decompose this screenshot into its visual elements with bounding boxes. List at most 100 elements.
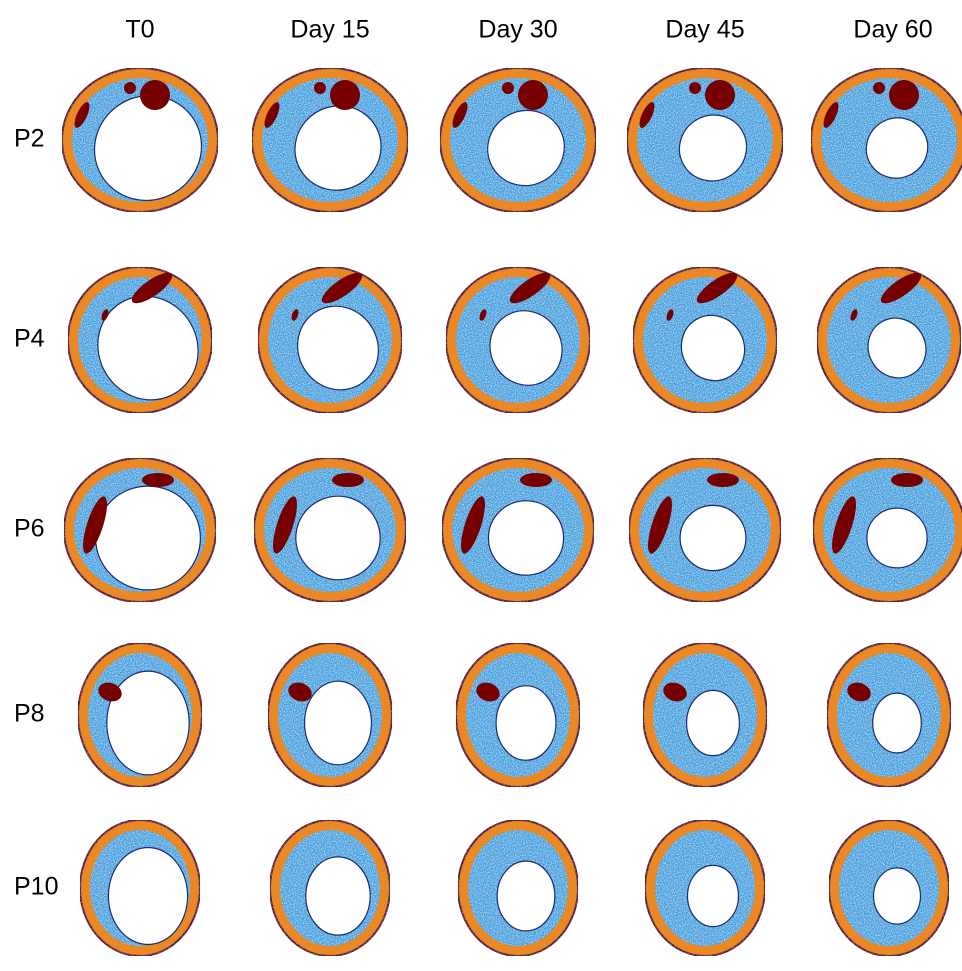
section-image [816, 266, 962, 414]
cavity [94, 485, 202, 591]
cavity [107, 846, 189, 946]
row-label: P6 [14, 515, 45, 543]
dark-region [663, 682, 687, 702]
section-image [441, 457, 595, 603]
cavity [867, 317, 927, 379]
cavity [872, 867, 922, 925]
dark-region [101, 309, 109, 321]
cavity [106, 670, 190, 776]
dark-region [452, 102, 468, 128]
cavity [685, 689, 741, 757]
section-image [267, 642, 393, 788]
dark-region [648, 496, 672, 554]
cavity [295, 495, 381, 581]
cavity [487, 500, 565, 576]
column-header: Day 30 [478, 16, 557, 44]
dark-region [639, 102, 655, 128]
section-image [61, 67, 219, 213]
section-image [642, 642, 768, 788]
dark-region [666, 309, 674, 321]
dark-region [889, 80, 919, 110]
section-image [644, 819, 766, 957]
section-image [826, 642, 952, 788]
dark-region [291, 309, 299, 321]
section-image [439, 67, 597, 213]
section-image [79, 819, 201, 957]
cavity [496, 860, 556, 932]
dark-region [891, 473, 923, 487]
dark-region [140, 80, 170, 110]
section-image [810, 67, 962, 213]
section-image [67, 266, 213, 414]
dark-region [273, 496, 297, 554]
row-label: P10 [14, 873, 58, 901]
dark-region [479, 309, 487, 321]
column-header: Day 15 [290, 16, 369, 44]
dark-region [823, 102, 839, 128]
dark-region [288, 682, 312, 702]
dark-region [124, 82, 136, 94]
dark-region [518, 80, 548, 110]
dark-region [83, 496, 107, 554]
section-image [253, 457, 407, 603]
cavity [678, 114, 748, 182]
cavity [680, 314, 746, 382]
cavity [489, 310, 563, 386]
column-header: T0 [125, 16, 154, 44]
section-image [77, 642, 203, 788]
row-label: P4 [14, 325, 45, 353]
dark-region [850, 309, 858, 321]
dark-region [832, 496, 856, 554]
dark-region [98, 682, 122, 702]
dark-region [502, 82, 514, 94]
dark-region [131, 272, 173, 304]
section-image [445, 266, 591, 414]
cavity [487, 109, 565, 187]
cavity [495, 685, 557, 761]
dark-region [461, 496, 485, 554]
dark-region [264, 102, 280, 128]
section-image [628, 457, 782, 603]
dark-region [689, 82, 701, 94]
row-label: P2 [14, 125, 45, 153]
section-image [632, 266, 778, 414]
cavity [865, 117, 929, 179]
dark-region [314, 82, 326, 94]
cavity [305, 856, 371, 936]
cavity [686, 864, 740, 928]
section-image [269, 819, 391, 957]
dark-region [332, 473, 364, 487]
dark-region [847, 682, 871, 702]
dark-region [873, 82, 885, 94]
column-header: Day 60 [853, 16, 932, 44]
section-image [455, 642, 581, 788]
section-image [251, 67, 409, 213]
cavity [866, 507, 928, 569]
dark-region [330, 80, 360, 110]
cavity [93, 94, 203, 202]
row-label: P8 [14, 700, 45, 728]
dark-region [880, 272, 922, 304]
dark-region [705, 80, 735, 110]
dark-region [476, 682, 500, 702]
cavity [97, 295, 199, 401]
section-image [63, 457, 217, 603]
dark-region [321, 272, 363, 304]
section-image [626, 67, 784, 213]
cavity [679, 504, 747, 572]
dark-region [520, 473, 552, 487]
cavity [303, 680, 373, 766]
dark-region [707, 473, 739, 487]
column-header: Day 45 [665, 16, 744, 44]
section-image [457, 819, 579, 957]
section-image [812, 457, 962, 603]
section-image [828, 819, 950, 957]
dark-region [509, 272, 551, 304]
cavity [872, 692, 922, 754]
dark-region [696, 272, 738, 304]
section-image [257, 266, 403, 414]
cavity [296, 305, 380, 391]
dark-region [74, 102, 90, 128]
